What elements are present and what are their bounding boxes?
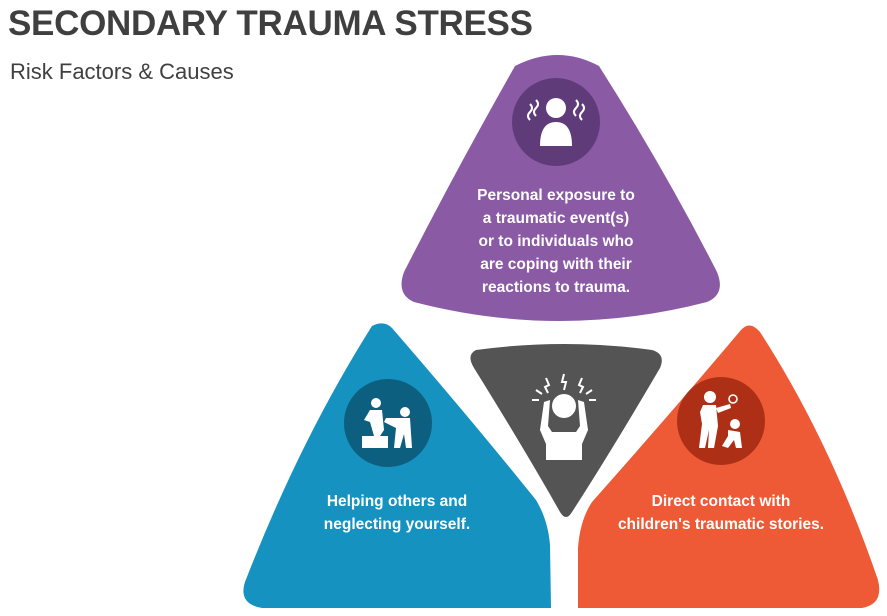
top-text-line: reactions to trauma. — [481, 279, 631, 296]
right-segment — [578, 325, 880, 608]
distressed-person-icon — [527, 98, 585, 146]
page-subtitle: Risk Factors & Causes — [10, 59, 234, 84]
right-icon-circle — [677, 377, 765, 465]
top-text-line: Personal exposure to — [477, 187, 635, 204]
page-title: SECONDARY TRAUMA STRESS — [8, 4, 533, 43]
child-abuse-icon — [699, 391, 742, 448]
right-text-line: Direct contact with — [651, 493, 791, 510]
left-text-line: neglecting yourself. — [323, 516, 471, 533]
top-text-line: are coping with their — [480, 256, 632, 273]
right-segment-text: Direct contact with children's traumatic… — [596, 490, 846, 536]
right-text-line: children's traumatic stories. — [617, 516, 825, 533]
top-text-line: a traumatic event(s) — [482, 210, 630, 227]
top-segment-text: Personal exposure to a traumatic event(s… — [450, 184, 662, 299]
left-text-line: Helping others and — [326, 493, 468, 510]
center-segment — [470, 344, 662, 517]
helping-hand-icon — [362, 398, 412, 448]
stressed-person-icon — [532, 373, 596, 460]
left-segment-text: Helping others and neglecting yourself. — [292, 490, 502, 536]
top-segment — [401, 55, 720, 321]
top-text-line: or to individuals who — [478, 233, 634, 250]
